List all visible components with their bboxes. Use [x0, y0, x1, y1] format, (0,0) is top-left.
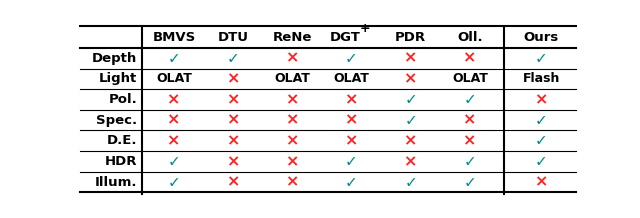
Text: ×: × — [463, 51, 477, 66]
Text: Light: Light — [99, 72, 137, 85]
Text: ✓: ✓ — [463, 92, 476, 107]
Text: ✓: ✓ — [463, 175, 476, 189]
Text: ✓: ✓ — [168, 175, 180, 189]
Text: HDR: HDR — [104, 155, 137, 168]
Text: ×: × — [285, 154, 299, 169]
Text: +: + — [359, 22, 370, 35]
Text: ×: × — [285, 175, 299, 189]
Text: ×: × — [168, 92, 180, 107]
Text: ×: × — [345, 133, 358, 148]
Text: ✓: ✓ — [345, 51, 358, 66]
Text: ×: × — [168, 133, 180, 148]
Text: ×: × — [227, 113, 240, 128]
Text: ×: × — [463, 113, 477, 128]
Text: ×: × — [404, 133, 417, 148]
Text: ×: × — [463, 133, 477, 148]
Text: OLAT: OLAT — [275, 72, 310, 85]
Text: Pol.: Pol. — [108, 93, 137, 106]
Text: ×: × — [345, 92, 358, 107]
Text: OLAT: OLAT — [452, 72, 488, 85]
Text: ×: × — [227, 175, 240, 189]
Text: ✓: ✓ — [404, 92, 417, 107]
Text: ✓: ✓ — [168, 154, 180, 169]
Text: ✓: ✓ — [535, 113, 548, 128]
Text: ×: × — [404, 72, 417, 86]
Text: PDR: PDR — [395, 31, 426, 44]
Text: ×: × — [535, 92, 548, 107]
Text: Flash: Flash — [523, 72, 560, 85]
Text: Ours: Ours — [524, 31, 559, 44]
Text: ×: × — [227, 72, 240, 86]
Text: OLAT: OLAT — [156, 72, 192, 85]
Text: ✓: ✓ — [404, 113, 417, 128]
Text: ×: × — [227, 154, 240, 169]
Text: ×: × — [535, 175, 548, 189]
Text: OLAT: OLAT — [333, 72, 369, 85]
Text: ✓: ✓ — [227, 51, 239, 66]
Text: D.E.: D.E. — [106, 134, 137, 147]
Text: ×: × — [227, 133, 240, 148]
Text: ✓: ✓ — [168, 51, 180, 66]
Text: DGT: DGT — [330, 31, 361, 44]
Text: ✓: ✓ — [404, 175, 417, 189]
Text: ×: × — [227, 92, 240, 107]
Text: BMVS: BMVS — [152, 31, 196, 44]
Text: ReNe: ReNe — [273, 31, 312, 44]
Text: ✓: ✓ — [463, 154, 476, 169]
Text: ×: × — [404, 51, 417, 66]
Text: ×: × — [345, 113, 358, 128]
Text: Spec.: Spec. — [96, 114, 137, 127]
Text: ✓: ✓ — [535, 51, 548, 66]
Text: ✓: ✓ — [535, 154, 548, 169]
Text: Illum.: Illum. — [95, 175, 137, 189]
Text: ×: × — [285, 51, 299, 66]
Text: Oll.: Oll. — [457, 31, 483, 44]
Text: ✓: ✓ — [345, 154, 358, 169]
Text: ×: × — [285, 113, 299, 128]
Text: ✓: ✓ — [535, 133, 548, 148]
Text: Depth: Depth — [92, 52, 137, 65]
Text: ×: × — [285, 92, 299, 107]
Text: ✓: ✓ — [345, 175, 358, 189]
Text: ×: × — [168, 113, 180, 128]
Text: DTU: DTU — [218, 31, 249, 44]
Text: ×: × — [285, 133, 299, 148]
Text: ×: × — [404, 154, 417, 169]
